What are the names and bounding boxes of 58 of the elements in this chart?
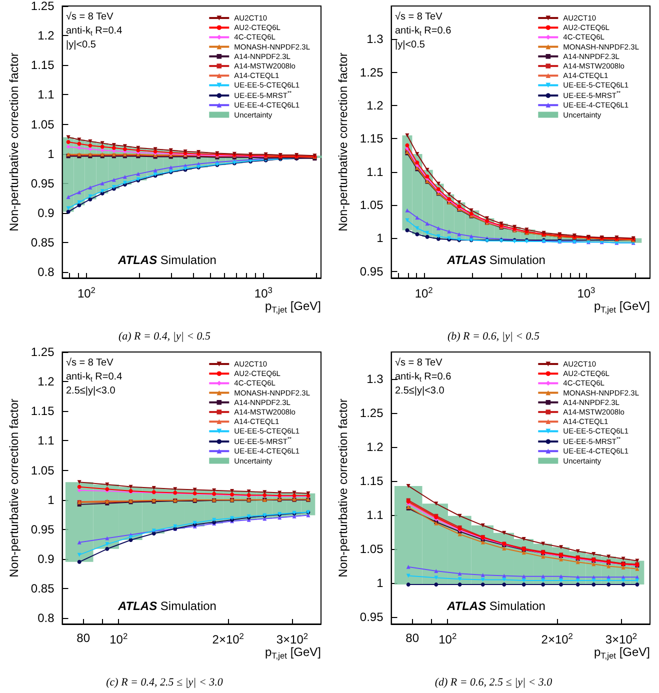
y-axis-title: Non-perturbative correction factor (336, 398, 350, 578)
y-tick-label: 1.25 (360, 406, 384, 420)
y-tick-label: 1.25 (30, 345, 55, 359)
annotation: √s = 8 TeV (66, 12, 114, 22)
annotation: √s = 8 TeV (395, 12, 443, 22)
y-tick-label: 1.15 (30, 404, 55, 418)
y-tick-label: 1.2 (366, 98, 384, 113)
text: (a) R = 0.4, |y| < 0.5 (118, 330, 212, 342)
y-tick-label: 0.95 (360, 264, 384, 278)
y-tick-label: 1.15 (30, 58, 55, 72)
x-tick-label: 80 (76, 631, 90, 645)
y-tick-label: 0.95 (360, 610, 384, 624)
annotation: |y|<0.5 (395, 40, 426, 50)
y-tick-label: 0.95 (30, 522, 55, 536)
y-tick-label: 1.05 (30, 463, 55, 478)
y-tick-label: 1 (376, 576, 384, 590)
annotation: √s = 8 TeV (66, 358, 114, 368)
y-axis-title: Non-perturbative correction factor (336, 52, 350, 232)
annotation: ATLAS Simulation (117, 599, 216, 613)
y-tick-label: 1 (376, 231, 384, 246)
y-tick-label: 0.9 (38, 552, 55, 566)
y-tick-label: 1.05 (360, 198, 384, 212)
y-tick-label: 1.2 (366, 440, 384, 454)
y-tick-label: 1.15 (360, 474, 384, 488)
y-tick-label: 1.05 (360, 542, 384, 556)
annotation: ATLAS Simulation (117, 253, 216, 267)
y-tick-label: 1.1 (38, 88, 55, 102)
y-tick-label: 1.2 (38, 374, 55, 389)
y-tick-label: 1.2 (38, 28, 55, 43)
text: (b) R = 0.6, |y| < 0.5 (447, 330, 540, 342)
y-tick-label: 1.3 (366, 372, 384, 386)
y-tick-label: 1 (48, 492, 55, 507)
y-tick-label: 0.95 (30, 176, 55, 190)
y-tick-label: 1.1 (38, 434, 55, 448)
y-tick-label: 1.3 (366, 32, 384, 46)
y-tick-label: 0.8 (38, 265, 55, 280)
y-tick-label: 0.8 (38, 611, 55, 626)
annotation: ATLAS Simulation (446, 599, 546, 613)
annotation: ATLAS Simulation (446, 253, 546, 267)
y-tick-label: 1.15 (360, 132, 384, 146)
y-tick-label: 0.85 (30, 582, 55, 596)
annotation: √s = 8 TeV (395, 358, 443, 368)
x-tick-label: 80 (406, 631, 420, 645)
annotation: |y|<0.5 (66, 40, 96, 50)
y-tick-label: 1 (48, 146, 55, 161)
y-tick-label: 1.1 (366, 508, 384, 522)
annotation: 2.5≤|y|<3.0 (66, 386, 116, 396)
text: (d) R = 0.6, 2.5 ≤ |y| < 3.0 (434, 676, 553, 688)
y-tick-label: 1.25 (30, 0, 55, 13)
y-axis-title: Non-perturbative correction factor (7, 52, 21, 232)
y-tick-label: 1.1 (366, 164, 384, 179)
annotation: 2.5≤|y|<3.0 (395, 386, 445, 396)
y-tick-label: 1.25 (360, 65, 384, 80)
y-tick-label: 0.85 (30, 236, 55, 250)
text: (c) R = 0.4, 2.5 ≤ |y| < 3.0 (106, 676, 224, 688)
y-axis-title: Non-perturbative correction factor (7, 398, 21, 578)
y-tick-label: 1.05 (30, 117, 55, 132)
y-tick-label: 0.9 (38, 206, 55, 220)
